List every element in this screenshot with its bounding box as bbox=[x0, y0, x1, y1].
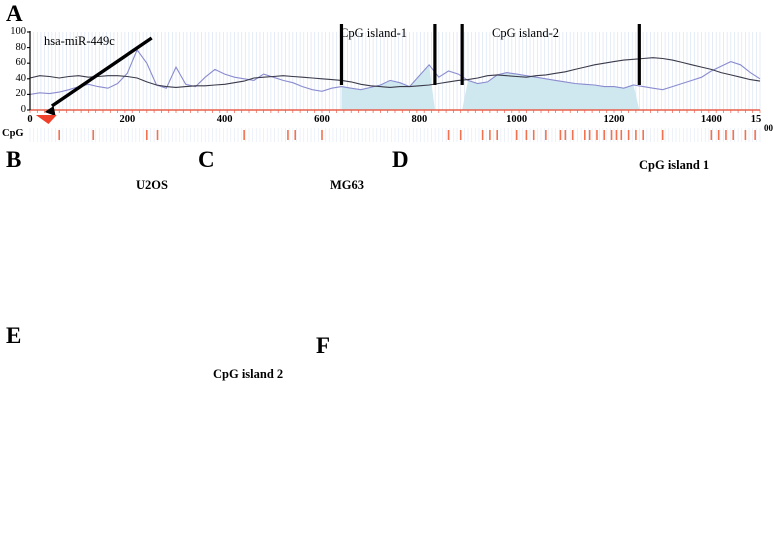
annotation-arrow-line bbox=[50, 36, 153, 108]
panel-a-ytick: 40 bbox=[15, 72, 27, 84]
panel-a-cpg-row-label: CpG bbox=[2, 128, 24, 139]
panel-a-ytick: 100 bbox=[10, 26, 26, 37]
annotation-arrow-head bbox=[44, 106, 56, 116]
panel-a-xtick: 800 bbox=[411, 114, 428, 125]
panel-a-ytick: 60 bbox=[15, 57, 27, 69]
panel-f-letter: F bbox=[316, 333, 331, 358]
panel-c-letter: C bbox=[198, 147, 215, 172]
panel-a-ytick: 20 bbox=[15, 88, 27, 100]
panel-f-plot bbox=[316, 332, 773, 556]
panel-a-ytick: 80 bbox=[15, 41, 27, 53]
panel-a-xtick-suffix: 00 bbox=[764, 123, 773, 133]
panel-a-xtick: 15 bbox=[750, 114, 762, 125]
baseline-ticks bbox=[29, 110, 761, 113]
panel-a-xtick: 600 bbox=[314, 114, 330, 125]
panel-a-xtick: 1400 bbox=[700, 114, 722, 125]
panel-d-plot bbox=[392, 150, 773, 318]
panel-a-ytick: 0 bbox=[20, 104, 26, 115]
panel-c-title: MG63 bbox=[330, 178, 365, 192]
panel-e-plot bbox=[0, 328, 320, 556]
cpg-island-fill-2 bbox=[462, 72, 640, 110]
mir-position-marker bbox=[35, 115, 57, 124]
panel-a-annotation: hsa-miR-449c bbox=[44, 34, 115, 48]
panel-a-island1-label: CpG island-1 bbox=[340, 26, 408, 40]
panel-a-island2-label: CpG island-2 bbox=[492, 26, 560, 40]
panel-a-xtick: 1000 bbox=[506, 114, 528, 125]
panel-b-letter: B bbox=[6, 147, 22, 172]
panel-e-letter: E bbox=[6, 323, 22, 348]
cpg-row-grid bbox=[29, 128, 761, 142]
panel-d-letter: D bbox=[392, 147, 409, 172]
panel-a-xtick: 0 bbox=[27, 114, 33, 125]
panel-b-plot bbox=[0, 150, 190, 318]
panel-d-title: CpG island 1 bbox=[639, 158, 710, 172]
cpg-oe-trace bbox=[29, 48, 761, 95]
panel-e-title: CpG island 2 bbox=[213, 367, 284, 381]
panel-a-xtick: 1200 bbox=[603, 114, 625, 125]
cpg-plot-svg bbox=[27, 24, 761, 142]
panel-a-xtick: 200 bbox=[119, 114, 136, 125]
panel-a-xtick: 400 bbox=[216, 114, 233, 125]
panel-c-plot bbox=[196, 150, 386, 318]
panel-a-letter: A bbox=[6, 1, 23, 26]
cpg-site-ticks bbox=[58, 130, 756, 140]
panel-b-title: U2OS bbox=[136, 178, 168, 192]
panel-a-plot: 100 80 60 40 20 0 0 200 400 600 800 1000 1200 1400 15 0… bbox=[0, 24, 773, 146]
